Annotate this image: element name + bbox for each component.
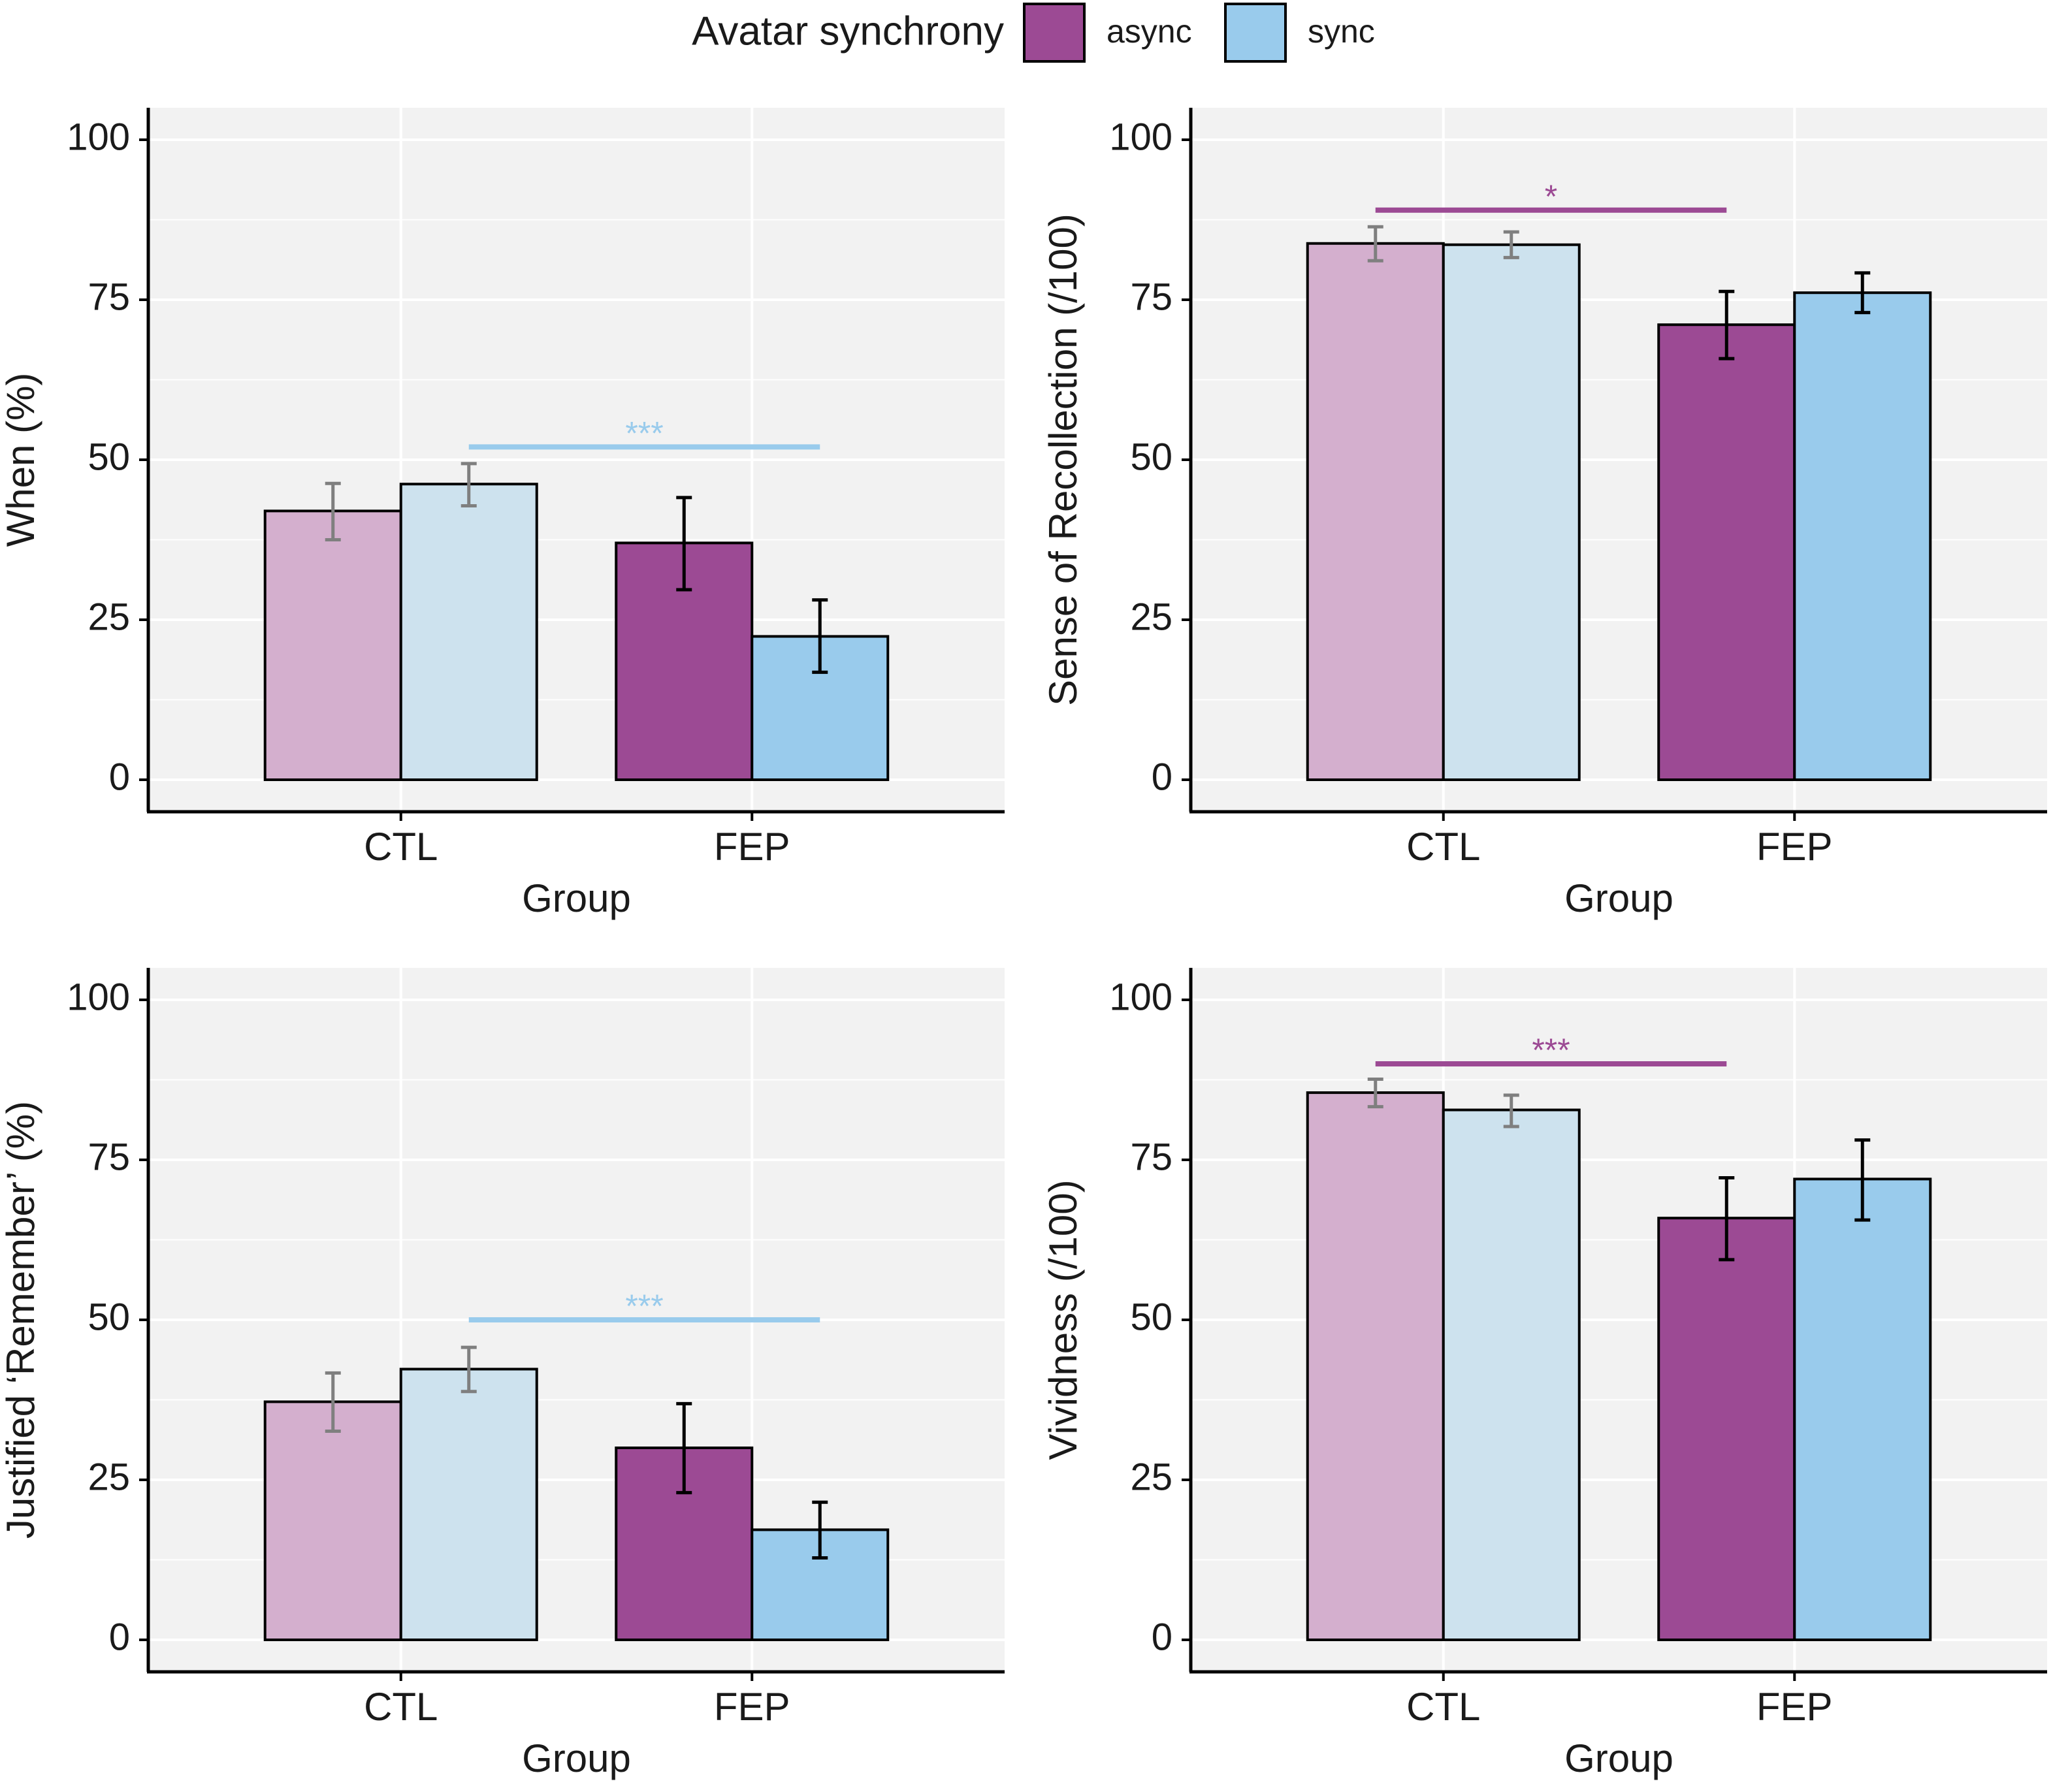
bar-sync-fep: [1793, 291, 1932, 782]
y-axis-title: When (%): [0, 373, 42, 547]
x-axis-title: Group: [1564, 876, 1673, 920]
significance-label: ***: [1532, 1032, 1570, 1068]
y-tick-label: 75: [1130, 1136, 1172, 1178]
bar-sync-ctl: [1442, 243, 1581, 782]
x-axis-title: Group: [522, 876, 631, 920]
y-tick-label: 100: [1109, 976, 1172, 1018]
y-tick-label: 75: [88, 276, 130, 318]
x-tick-label-fep: FEP: [714, 825, 790, 869]
bar-sync-ctl: [399, 1368, 538, 1641]
y-tick-label: 25: [1130, 596, 1172, 638]
bar-async-ctl: [263, 509, 402, 782]
bar-async-ctl: [1306, 242, 1445, 781]
y-tick-label: 25: [88, 1456, 130, 1498]
y-tick-label: 75: [88, 1136, 130, 1178]
y-tick-label: 100: [67, 976, 130, 1018]
bar-async-fep: [1657, 1217, 1796, 1642]
y-axis-title: Sense of Recollection (/100): [1041, 214, 1085, 706]
bar-sync-fep: [1793, 1177, 1932, 1641]
panel-when: 0 25 50 75 100 *** CTL FEP Group When (%): [0, 108, 1005, 920]
legend-title: Avatar synchrony: [692, 8, 1004, 54]
bar-sync-ctl: [1442, 1108, 1581, 1642]
x-tick-label-ctl: CTL: [364, 825, 438, 869]
y-tick-label: 0: [1152, 756, 1172, 798]
y-axis-title: Vividness (/100): [1041, 1179, 1085, 1460]
panel-recollection: 0 25 50 75 100 * CTL FEP Group Sense of Recollect…: [1041, 108, 2047, 920]
significance-label: *: [1545, 178, 1557, 215]
x-tick-label-ctl: CTL: [364, 1685, 438, 1729]
legend: Avatar synchrony async sync: [692, 3, 1375, 63]
y-tick-label: 50: [1130, 436, 1172, 478]
bar-async-ctl: [263, 1400, 402, 1641]
y-axis-title: Justified ‘Remember’ (%): [0, 1101, 42, 1539]
legend-label-sync: sync: [1308, 13, 1375, 50]
bar-async-ctl: [1306, 1091, 1445, 1641]
panels: 0 25 50 75 100 *** CTL FEP Group When (%) 0 25 50 75 1…: [0, 108, 2047, 1780]
y-tick-label: 100: [1109, 116, 1172, 158]
legend-swatch-async: [1023, 3, 1086, 63]
significance-label: ***: [625, 415, 663, 451]
panel-remember: 0 25 50 75 100 *** CTL FEP Group Justified ‘Remem…: [0, 968, 1005, 1780]
panel-vividness: 0 25 50 75 100 *** CTL FEP Group Vividness (/100): [1041, 968, 2047, 1780]
y-tick-label: 50: [88, 1296, 130, 1338]
x-tick-label-fep: FEP: [1756, 825, 1833, 869]
y-tick-label: 0: [109, 1616, 130, 1658]
y-tick-label: 100: [67, 116, 130, 158]
y-tick-label: 25: [88, 596, 130, 638]
x-tick-label-fep: FEP: [1756, 1685, 1833, 1729]
significance-label: ***: [625, 1288, 663, 1324]
y-tick-label: 50: [1130, 1296, 1172, 1338]
y-tick-label: 25: [1130, 1456, 1172, 1498]
y-tick-label: 75: [1130, 276, 1172, 318]
x-tick-label-ctl: CTL: [1406, 1685, 1480, 1729]
x-axis-title: Group: [522, 1736, 631, 1780]
x-tick-label-fep: FEP: [714, 1685, 790, 1729]
y-tick-label: 50: [88, 436, 130, 478]
x-tick-label-ctl: CTL: [1406, 825, 1480, 869]
legend-swatch-sync: [1224, 3, 1287, 63]
legend-label-async: async: [1107, 13, 1192, 50]
bar-sync-ctl: [399, 483, 538, 781]
y-tick-label: 0: [109, 756, 130, 798]
x-axis-title: Group: [1564, 1736, 1673, 1780]
y-tick-label: 0: [1152, 1616, 1172, 1658]
bar-async-fep: [1657, 323, 1796, 782]
